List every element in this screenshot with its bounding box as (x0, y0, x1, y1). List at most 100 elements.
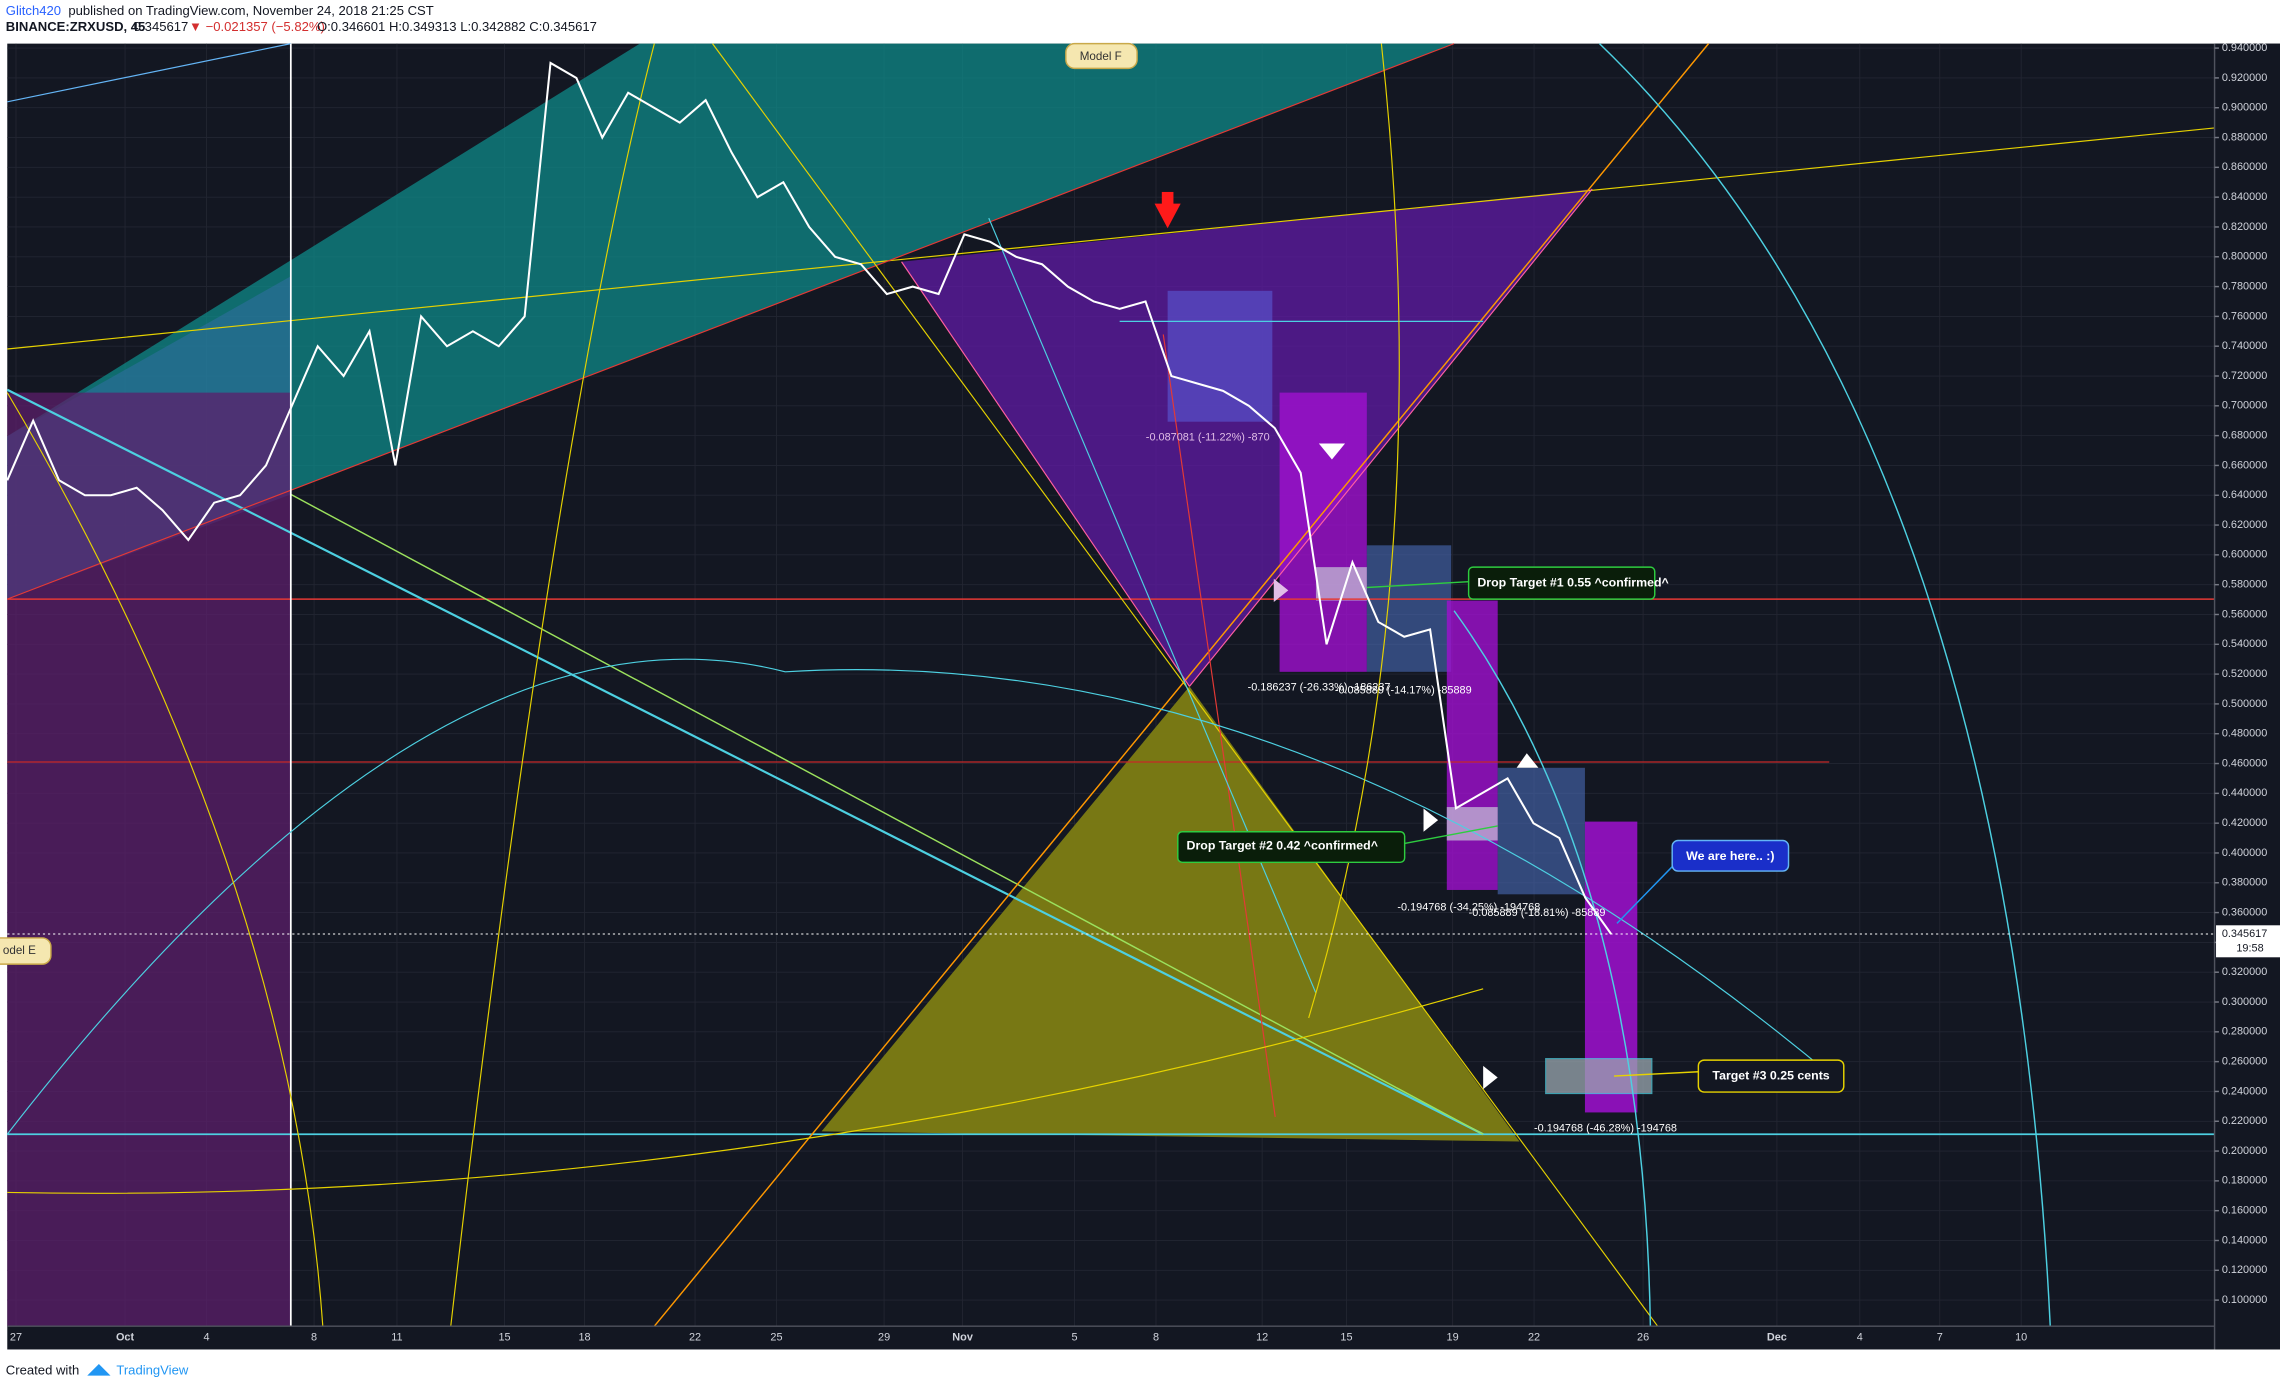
purple-zone (7, 392, 291, 1327)
y-tick-label: 0.100000 (2222, 1294, 2267, 1306)
y-tick-label: 0.540000 (2222, 638, 2267, 650)
callout (1671, 839, 1790, 872)
cyan-line (6, 388, 1484, 1136)
yellow-line (7, 127, 2215, 350)
x-tick-label: 4 (203, 1332, 209, 1344)
tv-brand[interactable]: TradingView (116, 1363, 189, 1378)
arc (6, 658, 1833, 1135)
created-with: Created with (6, 1363, 79, 1378)
tv-logo (87, 1364, 111, 1376)
triangle-edge (901, 261, 1190, 687)
callout (1697, 1059, 1845, 1093)
y-tick-label: 0.320000 (2222, 966, 2267, 978)
purple-triangle (901, 189, 1593, 687)
y-tick-label: 0.740000 (2222, 340, 2267, 352)
y-tick-label: 0.700000 (2222, 400, 2267, 412)
x-tick-label: Dec (1767, 1332, 1787, 1344)
callout-pointer (1404, 825, 1498, 845)
model-label (0, 937, 52, 965)
axes: 0.940000 0.920000 0.900000 0.880000 0.860000… (7, 42, 2280, 1350)
y-tick-label: 0.480000 (2222, 728, 2267, 740)
model-e: odel E (3, 944, 36, 957)
model-f: Model F (1080, 50, 1122, 63)
y-tick-label: 0.900000 (2222, 102, 2267, 114)
y-tick-label: 0.500000 (2222, 698, 2267, 710)
target-3: Target #3 0.25 cents (1712, 1068, 1829, 1082)
published: published on TradingView.com, November 2… (68, 3, 433, 18)
measure-label: -0.085889 (-18.81%) -85889 (1469, 907, 1606, 919)
green-line (290, 493, 1484, 1135)
x-tick-label: 7 (1937, 1332, 1943, 1344)
y-tick-label: 0.520000 (2222, 668, 2267, 680)
y-tick-label: 0.780000 (2222, 280, 2267, 292)
x-tick-label: 22 (1528, 1332, 1540, 1344)
x-tick-label: 5 (1072, 1332, 1078, 1344)
y-tick-label: 0.160000 (2222, 1205, 2267, 1217)
callout-pointer (1366, 580, 1469, 589)
y-tick-label: 0.580000 (2222, 579, 2267, 591)
measure-box (1497, 767, 1585, 895)
x-tick-label: 19 (1447, 1332, 1459, 1344)
callout (1177, 831, 1406, 864)
channel-edge (7, 43, 1455, 600)
red-arrow (1161, 191, 1174, 207)
measure-label: -0.085889 (-14.17%) -85889 (1335, 685, 1472, 697)
y-tick-label: 0.680000 (2222, 430, 2267, 442)
author[interactable]: Glitch420 (6, 3, 61, 18)
ohlc: O:0.346601 H:0.349313 L:0.342882 C:0.345… (317, 19, 597, 34)
price-tag (2216, 925, 2280, 958)
x-tick-label: 15 (1340, 1332, 1352, 1344)
target-box (1545, 1058, 1653, 1095)
measure-label: -0.194768 (-34.25%) -194768 (1397, 901, 1540, 913)
white-arrow (1483, 1065, 1498, 1090)
target-box (1446, 807, 1498, 841)
price-tag-label: 0.345617 (2222, 928, 2267, 940)
y-tick-label: 0.440000 (2222, 787, 2267, 799)
x-tick-label: 8 (1153, 1332, 1159, 1344)
y-tick-label: 0.300000 (2222, 996, 2267, 1008)
symbol: BINANCE:ZRXUSD, 45 (6, 19, 146, 34)
x-tick-label: 11 (391, 1332, 402, 1344)
white-arrow (1318, 443, 1346, 460)
x-tick-label: 27 (10, 1332, 22, 1344)
y-tick-label: 0.180000 (2222, 1175, 2267, 1187)
measure-box (1279, 392, 1367, 672)
y-tick-label: 0.660000 (2222, 459, 2267, 471)
callout-pointer (1613, 1070, 1699, 1077)
x-tick-label: 26 (1637, 1332, 1649, 1344)
y-tick-label: 0.380000 (2222, 877, 2267, 889)
arc (7, 988, 1484, 1194)
x-tick-label: 29 (878, 1332, 890, 1344)
y-tick-label: 0.800000 (2222, 251, 2267, 263)
measure-label: -0.186237 (-26.33%) -186237 (1248, 682, 1391, 694)
y-tick-label: 0.360000 (2222, 906, 2267, 918)
y-tick-label: 0.280000 (2222, 1026, 2267, 1038)
y-tick-label: 0.200000 (2222, 1145, 2267, 1157)
arc (1308, 43, 1400, 1019)
x-tick-label: 22 (689, 1332, 701, 1344)
countdown: 19:58 (2236, 942, 2263, 954)
white-arrow (1423, 808, 1439, 832)
cyan-ray (988, 217, 1317, 994)
y-tick-label: 0.840000 (2222, 191, 2267, 203)
callout (1467, 566, 1656, 600)
y-tick-label: 0.600000 (2222, 549, 2267, 561)
y-tick-label: 0.120000 (2222, 1264, 2267, 1276)
measure-box (1446, 600, 1498, 890)
y-tick-label: 0.220000 (2222, 1115, 2267, 1127)
y-tick-label: 0.620000 (2222, 519, 2267, 531)
model-label (1065, 42, 1138, 70)
drop-target-1: Drop Target #1 0.55 ^confirmed^ (1477, 575, 1668, 589)
x-tick-label: 10 (2015, 1332, 2027, 1344)
y-tick-label: 0.400000 (2222, 847, 2267, 859)
white-arrow (1273, 578, 1289, 603)
arc (450, 43, 655, 1327)
yellow-line (712, 43, 1659, 1327)
change: ▼ −0.021357 (−5.82%) (189, 19, 325, 34)
red-arrow (1154, 203, 1181, 229)
x-tick-label: 12 (1256, 1332, 1268, 1344)
x-tick-label: Nov (952, 1332, 974, 1344)
arc (1598, 43, 2051, 1327)
y-tick-label: 0.140000 (2222, 1234, 2267, 1246)
measure-label: -0.194768 (-46.28%) -194768 (1534, 1122, 1677, 1134)
